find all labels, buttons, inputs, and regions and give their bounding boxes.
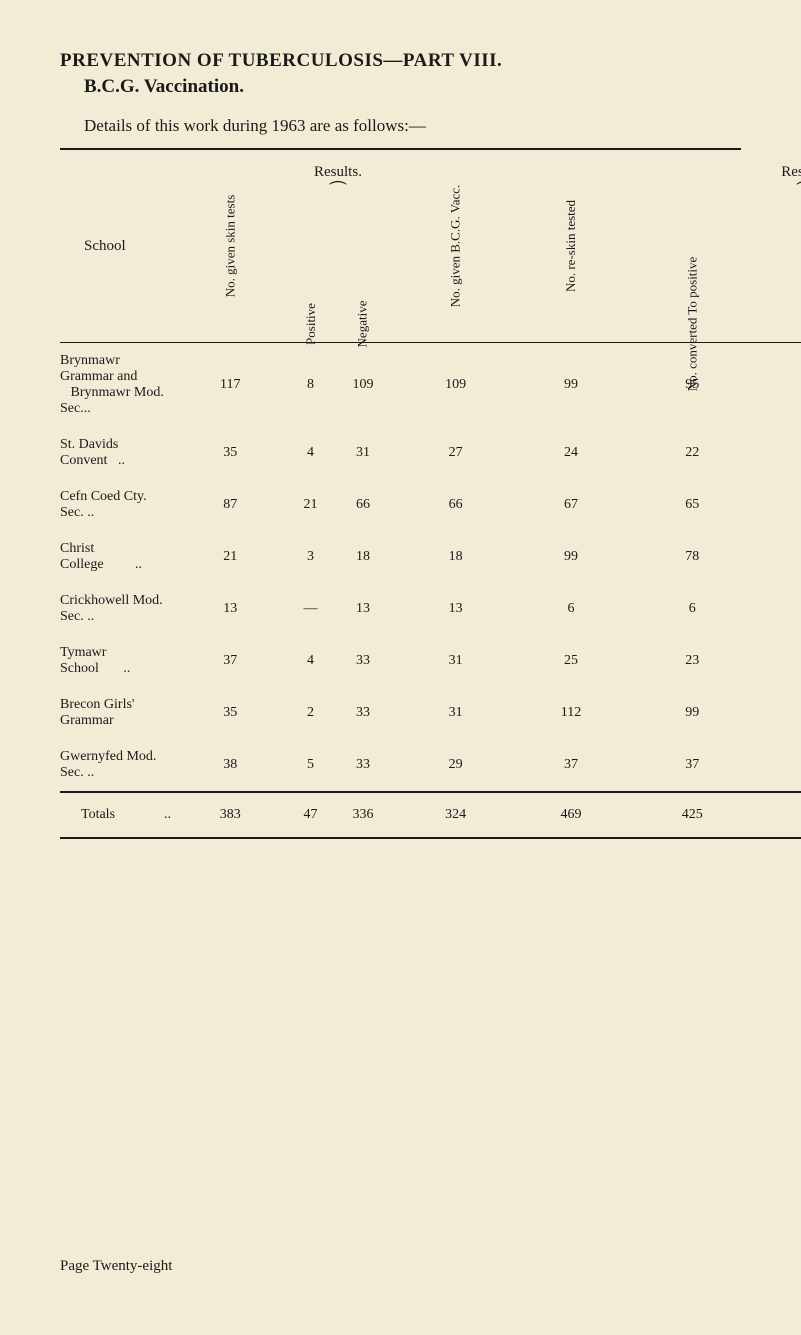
cell: 109 xyxy=(335,343,390,428)
totals-row: Totals .. 383 47 336 324 469 425 44 xyxy=(60,792,801,838)
cell: 324 xyxy=(390,792,521,838)
cell: 4 xyxy=(286,635,336,687)
cell: 4 xyxy=(764,343,801,428)
cell: 29 xyxy=(390,739,521,792)
col-no-conv: No. converted To positive xyxy=(621,216,764,343)
cell: 65 xyxy=(621,479,764,531)
cell: — xyxy=(764,583,801,635)
col-positive: Positive xyxy=(286,216,336,343)
cell: 31 xyxy=(335,427,390,479)
cell: 24 xyxy=(521,427,621,479)
cell-school: Gwernyfed Mod. Sec. .. xyxy=(60,739,175,792)
cell: 37 xyxy=(521,739,621,792)
cell: 66 xyxy=(390,479,521,531)
cell: 66 xyxy=(335,479,390,531)
table-row: Crickhowell Mod. Sec. .. 13 — 13 13 6 6 … xyxy=(60,583,801,635)
heading-main: PREVENTION OF TUBERCULOSIS—PART VIII. xyxy=(60,50,741,72)
cell: 33 xyxy=(335,635,390,687)
table-row: Christ College .. 21 3 18 18 99 78 21 xyxy=(60,531,801,583)
col-no-given-bcg: No. given B.C.G. Vacc. xyxy=(390,150,521,343)
table-row: Brecon Girls' Grammar 35 2 33 31 112 99 … xyxy=(60,687,801,739)
col-no-reskin: No. re-skin tested xyxy=(521,150,621,343)
cell-school: Brecon Girls' Grammar xyxy=(60,687,175,739)
cell: 21 xyxy=(286,479,336,531)
cell: 13 xyxy=(390,583,521,635)
cell: 99 xyxy=(521,343,621,428)
cell: 44 xyxy=(764,792,801,838)
cell: 25 xyxy=(521,635,621,687)
cell: 99 xyxy=(621,687,764,739)
heading-block: PREVENTION OF TUBERCULOSIS—PART VIII. B.… xyxy=(60,50,741,98)
cell: 425 xyxy=(621,792,764,838)
cell: 18 xyxy=(390,531,521,583)
cell: 2 xyxy=(286,687,336,739)
cell: 37 xyxy=(621,739,764,792)
cell: 5 xyxy=(286,739,336,792)
data-table: School No. given skin tests Results.⏜ No… xyxy=(60,150,801,839)
cell: 13 xyxy=(335,583,390,635)
cell: — xyxy=(764,739,801,792)
cell-totals-label: Totals .. xyxy=(60,792,175,838)
heading-sub: B.C.G. Vaccination. xyxy=(84,76,741,98)
cell-school: Cefn Coed Cty. Sec. .. xyxy=(60,479,175,531)
cell-school: Christ College .. xyxy=(60,531,175,583)
cell-school: Tymawr School .. xyxy=(60,635,175,687)
cell: 67 xyxy=(521,479,621,531)
cell-school: Brynmawr Grammar and Brynmawr Mod. Sec..… xyxy=(60,343,175,428)
data-table-wrap: School No. given skin tests Results.⏜ No… xyxy=(60,148,741,839)
cell: 99 xyxy=(521,531,621,583)
cell: 2 xyxy=(764,635,801,687)
cell: 31 xyxy=(390,687,521,739)
cell: 469 xyxy=(521,792,621,838)
col-negative: Negative xyxy=(335,216,390,343)
cell: 6 xyxy=(521,583,621,635)
cell: — xyxy=(286,583,336,635)
cell: 2 xyxy=(764,479,801,531)
cell: 109 xyxy=(390,343,521,428)
cell: 37 xyxy=(175,635,286,687)
cell: 21 xyxy=(764,531,801,583)
table-row: Cefn Coed Cty. Sec. .. 87 21 66 66 67 65… xyxy=(60,479,801,531)
cell: 27 xyxy=(390,427,521,479)
cell: 8 xyxy=(286,343,336,428)
col-group-results-1: Results.⏜ xyxy=(286,150,391,216)
cell: 21 xyxy=(175,531,286,583)
cell: 31 xyxy=(390,635,521,687)
table-row: Gwernyfed Mod. Sec. .. 38 5 33 29 37 37 … xyxy=(60,739,801,792)
cell: 33 xyxy=(335,687,390,739)
table-row: Tymawr School .. 37 4 33 31 25 23 2 xyxy=(60,635,801,687)
cell: 6 xyxy=(621,583,764,635)
cell: 87 xyxy=(175,479,286,531)
cell: 38 xyxy=(175,739,286,792)
col-group-results-2: Results.⏜ xyxy=(621,150,801,216)
cell: 35 xyxy=(175,427,286,479)
intro-text: Details of this work during 1963 are as … xyxy=(84,116,741,136)
col-no-not-conv: No. not converted and given further B.C.… xyxy=(764,216,801,343)
cell: 4 xyxy=(286,427,336,479)
cell: 383 xyxy=(175,792,286,838)
cell: 23 xyxy=(621,635,764,687)
page-footer: Page Twenty-eight xyxy=(60,1258,172,1275)
cell: 13 xyxy=(764,687,801,739)
cell: 18 xyxy=(335,531,390,583)
cell-school: Crickhowell Mod. Sec. .. xyxy=(60,583,175,635)
cell: 2 xyxy=(764,427,801,479)
cell-school: St. Davids Convent .. xyxy=(60,427,175,479)
cell: 35 xyxy=(175,687,286,739)
col-school: School xyxy=(60,150,175,343)
col-no-given-skin: No. given skin tests xyxy=(175,150,286,343)
cell: 13 xyxy=(175,583,286,635)
cell: 117 xyxy=(175,343,286,428)
cell: 3 xyxy=(286,531,336,583)
table-row: St. Davids Convent .. 35 4 31 27 24 22 2 xyxy=(60,427,801,479)
cell: 336 xyxy=(335,792,390,838)
cell: 22 xyxy=(621,427,764,479)
cell: 78 xyxy=(621,531,764,583)
cell: 33 xyxy=(335,739,390,792)
cell: 112 xyxy=(521,687,621,739)
cell: 47 xyxy=(286,792,336,838)
